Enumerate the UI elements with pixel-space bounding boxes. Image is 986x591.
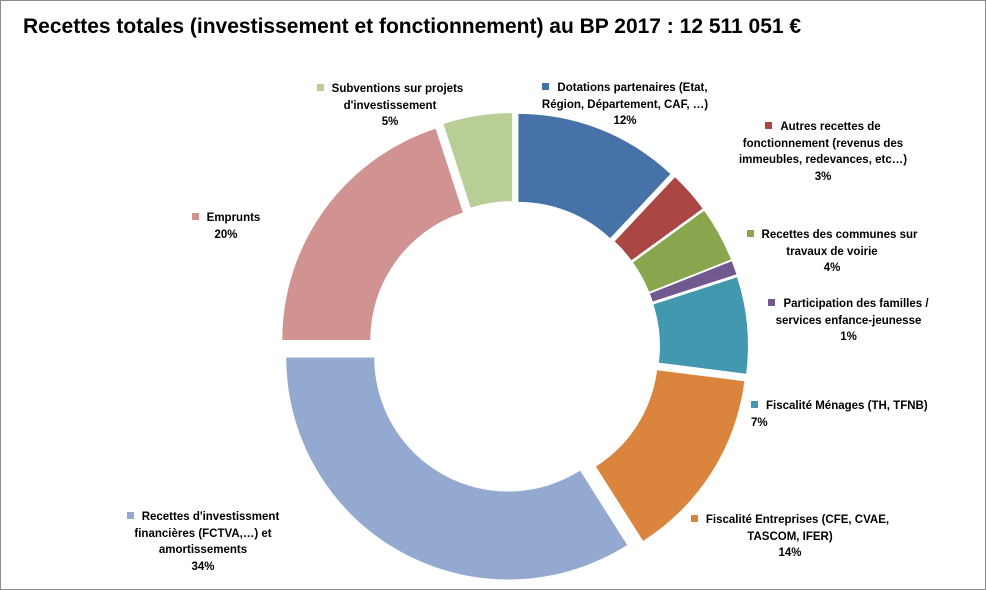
slice-percent: 1% bbox=[840, 331, 857, 343]
slice-label-5: Fiscalité Ménages (TH, TFNB) 7% bbox=[751, 398, 941, 431]
slice-label-line: Dotations partenaires (Etat, bbox=[525, 80, 725, 97]
donut-slice-3 bbox=[632, 210, 731, 292]
slice-label-text: immeubles, redevances, etc…) bbox=[738, 154, 908, 166]
slice-percent: 5% bbox=[381, 116, 399, 128]
legend-swatch bbox=[746, 230, 754, 237]
slice-label-line: Région, Département, CAF, …) bbox=[525, 97, 725, 114]
slice-label-3: Recettes des communes sur travaux de voir… bbox=[742, 227, 922, 277]
donut-slice-7 bbox=[286, 357, 628, 580]
slice-label-9: Subventions sur projets d'investissement 5… bbox=[315, 81, 465, 131]
slice-label-6: Fiscalité Entreprises (CFE, CVAE, TASCOM,… bbox=[685, 512, 895, 562]
slice-label-line: financières (FCTVA,…) et bbox=[123, 526, 283, 543]
slice-percent: 3% bbox=[814, 170, 832, 183]
donut-slice-8 bbox=[282, 128, 463, 340]
slice-label-2: Autres recettes de fonctionnement (revenu… bbox=[728, 119, 918, 185]
slice-label-line: Recettes des communes sur bbox=[742, 227, 922, 244]
slice-label-line: travaux de voirie bbox=[742, 244, 922, 261]
slice-label-line: Subventions sur projets bbox=[315, 81, 465, 98]
slice-label-text: services enfance-jeunesse bbox=[775, 314, 922, 327]
slice-label-text: Emprunts bbox=[206, 212, 261, 224]
slice-label-line: Fiscalité Entreprises (CFE, CVAE, bbox=[685, 512, 895, 529]
slice-label-line: TASCOM, IFER) bbox=[685, 529, 895, 546]
slice-label-line: Recettes d'investissment bbox=[123, 509, 283, 526]
slice-percent: 14% bbox=[778, 547, 802, 559]
slice-label-text: Région, Département, CAF, …) bbox=[541, 98, 709, 111]
legend-swatch bbox=[316, 84, 324, 91]
slice-label-line: Participation des familles / bbox=[761, 296, 936, 313]
slice-label-text: fonctionnement (revenus des bbox=[742, 137, 904, 150]
legend-swatch bbox=[126, 512, 134, 519]
donut-slice-9 bbox=[443, 113, 513, 208]
slice-label-text: TASCOM, IFER) bbox=[747, 530, 833, 543]
legend-swatch bbox=[751, 401, 758, 408]
donut-slice-2 bbox=[614, 177, 703, 261]
slice-label-line: fonctionnement (revenus des bbox=[728, 136, 918, 153]
slice-label-text: travaux de voirie bbox=[786, 245, 878, 258]
slice-label-8: Emprunts 20% bbox=[191, 210, 261, 243]
slice-label-line: amortissements bbox=[123, 542, 283, 559]
slice-label-text: Fiscalité Entreprises (CFE, CVAE, bbox=[705, 514, 890, 526]
slice-percent: 34% bbox=[191, 560, 215, 573]
slice-label-text: Dotations partenaires (Etat, bbox=[557, 82, 708, 94]
legend-swatch bbox=[542, 83, 550, 90]
slice-label-text: Autres recettes de bbox=[780, 121, 881, 133]
slice-label-line: Autres recettes de bbox=[728, 119, 918, 136]
slice-label-text: Recettes d'investissment bbox=[141, 511, 280, 523]
slice-label-text: Recettes des communes sur bbox=[761, 229, 918, 241]
slice-label-text: d'investissement bbox=[343, 99, 437, 112]
slice-label-line: Fiscalité Ménages (TH, TFNB) bbox=[751, 398, 941, 415]
donut-slice-6 bbox=[595, 370, 745, 541]
slice-label-text: financières (FCTVA,…) et bbox=[134, 527, 272, 540]
slice-label-text: amortissements bbox=[158, 544, 248, 556]
slice-label-text: Participation des familles / bbox=[783, 298, 929, 310]
slice-percent: 4% bbox=[823, 262, 841, 274]
legend-swatch bbox=[768, 299, 776, 306]
slice-label-text: Subventions sur projets bbox=[331, 83, 464, 95]
slice-label-1: Dotations partenaires (Etat, Région, Dépa… bbox=[525, 80, 725, 130]
slice-label-line: Emprunts bbox=[191, 210, 261, 227]
donut-slice-5 bbox=[653, 277, 748, 374]
donut-slice-4 bbox=[649, 261, 737, 302]
legend-swatch bbox=[765, 122, 773, 129]
slice-label-4: Participation des familles / services enf… bbox=[761, 296, 936, 346]
slice-percent: 20% bbox=[214, 228, 238, 241]
legend-swatch bbox=[191, 213, 199, 220]
chart-title: Recettes totales (investissement et fonc… bbox=[23, 15, 802, 38]
slice-label-text: Fiscalité Ménages (TH, TFNB) bbox=[766, 400, 928, 412]
legend-swatch bbox=[690, 515, 698, 522]
slice-label-line: services enfance-jeunesse bbox=[761, 313, 936, 330]
slice-percent: 7% bbox=[751, 416, 768, 429]
slice-percent: 12% bbox=[613, 115, 637, 127]
slice-label-line: d'investissement bbox=[315, 98, 465, 115]
slice-label-line: immeubles, redevances, etc…) bbox=[728, 152, 918, 169]
slice-label-7: Recettes d'investissment financières (FCT… bbox=[123, 509, 283, 575]
donut-slice-1 bbox=[518, 113, 671, 239]
